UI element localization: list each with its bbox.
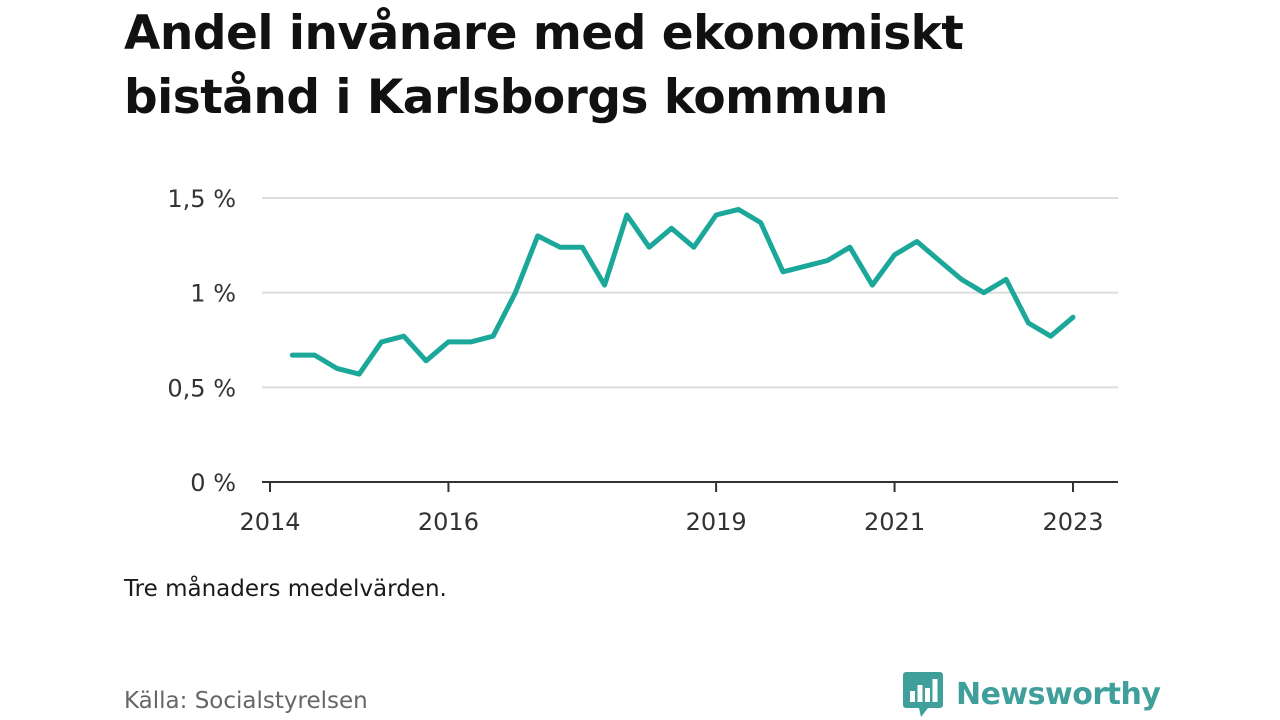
data-point (334, 366, 339, 371)
data-point (557, 245, 562, 250)
data-point (736, 207, 741, 212)
data-point (1004, 277, 1009, 282)
series-line (289, 206, 1076, 377)
data-point (401, 334, 406, 339)
x-tick-label: 2014 (239, 508, 300, 536)
data-point (491, 334, 496, 339)
data-series (289, 206, 1076, 377)
y-tick-label: 0,5 % (167, 374, 236, 402)
x-axis: 2014 2016 2019 2021 2023 (239, 481, 1118, 536)
data-point (424, 358, 429, 363)
data-point (580, 245, 585, 250)
data-point (357, 372, 362, 377)
data-point (981, 290, 986, 295)
data-point (959, 277, 964, 282)
data-point (312, 353, 317, 358)
x-tick-label: 2023 (1042, 508, 1103, 536)
newsworthy-brand: Newsworthy (902, 668, 1161, 720)
brand-name: Newsworthy (956, 676, 1161, 712)
data-point (892, 252, 897, 257)
data-point (847, 245, 852, 250)
chart-note: Tre månaders medelvärden. (124, 576, 447, 602)
data-point (781, 269, 786, 274)
x-tick-label: 2019 (686, 508, 747, 536)
data-point (669, 226, 674, 231)
data-point (1048, 334, 1053, 339)
source-credit: Källa: Socialstyrelsen (124, 688, 368, 714)
line-chart: 0 % 0,5 % 1 % 1,5 % 2014 2016 2019 2021 2023 (167, 185, 1118, 536)
y-tick-label: 1 % (190, 280, 236, 308)
x-tick-label: 2016 (418, 508, 479, 536)
x-tick-label: 2021 (864, 508, 925, 536)
data-point (714, 213, 719, 218)
data-point (446, 339, 451, 344)
gridlines (262, 197, 1118, 389)
data-point (803, 264, 808, 269)
bar-chart-logo-icon (903, 672, 943, 717)
data-point (535, 233, 540, 238)
data-point (1071, 315, 1076, 320)
data-point (914, 239, 919, 244)
data-point (691, 245, 696, 250)
y-tick-label: 0 % (190, 469, 236, 497)
data-point (870, 283, 875, 288)
data-point (624, 213, 629, 218)
data-point (513, 290, 518, 295)
chart-title: Andel invånare med ekonomiskt bistånd i … (124, 6, 964, 125)
y-tick-label: 1,5 % (167, 185, 236, 213)
data-point (468, 339, 473, 344)
data-point (379, 339, 384, 344)
data-point (825, 258, 830, 263)
data-point (1026, 320, 1031, 325)
y-axis-tick-labels: 0 % 0,5 % 1 % 1,5 % (167, 185, 236, 497)
data-point (758, 220, 763, 225)
data-point (602, 283, 607, 288)
data-point (647, 245, 652, 250)
data-point (290, 353, 295, 358)
data-point (937, 258, 942, 263)
